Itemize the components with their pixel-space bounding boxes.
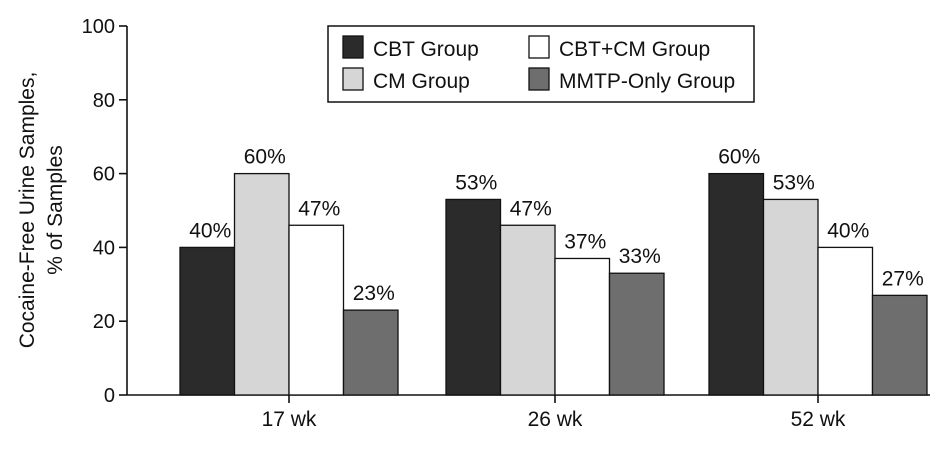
legend-swatch-cbt-group: [342, 35, 364, 59]
bar-cm-group-17-wk: [233, 172, 290, 396]
value-labels: 40% 60% 47% 23% 53% 47% 37% 33% 60% 53% 40% 27%: [189, 146, 924, 306]
y-tick-label-80: 80: [93, 90, 115, 112]
data-label-cm-group-17-wk: 60%: [244, 146, 286, 169]
data-label-cbt-cm-group-26-wk: 37%: [564, 230, 606, 253]
bar-cbt-cm-group-17-wk: [288, 224, 345, 396]
y-tick-label-20: 20: [93, 311, 115, 333]
data-label-cbt-cm-group-52-wk: 40%: [827, 219, 869, 242]
data-label-cm-group-26-wk: 47%: [510, 197, 552, 220]
data-label-cbt-group-17-wk: 40%: [189, 219, 231, 242]
legend: CBT Group CBT+CM Group CM Group MMTP-Only G…: [327, 25, 755, 103]
legend-label-cbt-cm-group: CBT+CM Group: [559, 38, 710, 61]
data-label-cbt-group-52-wk: 60%: [718, 146, 760, 169]
y-tick-label-60: 60: [93, 164, 115, 186]
bar-cm-group-26-wk: [499, 224, 556, 396]
data-label-cm-group-52-wk: 53%: [773, 171, 815, 194]
bar-mmtp-only-group-52-wk: [871, 294, 928, 396]
bar-mmtp-only-group-17-wk: [342, 309, 399, 396]
data-label-cbt-cm-group-17-wk: 47%: [298, 197, 340, 220]
y-tick-label-0: 0: [104, 385, 115, 407]
x-tick-label-26-wk: 26 wk: [528, 408, 583, 431]
legend-label-cm-group: CM Group: [373, 70, 470, 93]
bar-cbt-group-17-wk: [179, 246, 236, 396]
data-label-mmtp-only-group-17-wk: 23%: [353, 282, 395, 305]
y-axis-title-line-1: Cocaine-Free Urine Samples,: [16, 72, 39, 349]
bar-cbt-group-26-wk: [445, 198, 502, 396]
y-tick-label-40: 40: [93, 237, 115, 259]
bar-cbt-group-52-wk: [708, 172, 765, 396]
legend-label-cbt-group: CBT Group: [373, 38, 479, 61]
bar-cm-group-52-wk: [762, 198, 819, 396]
x-tick-label-52-wk: 52 wk: [791, 408, 846, 431]
y-tick-label-100: 100: [82, 16, 115, 38]
data-label-mmtp-only-group-52-wk: 27%: [882, 267, 924, 290]
axes: 0 20 40 60 80 100 17 wk 26 wk 52 wk: [82, 16, 930, 431]
legend-swatch-mmtp-only-group: [528, 67, 550, 91]
y-axis-title: Cocaine-Free Urine Samples, % of Samples: [16, 72, 67, 349]
data-label-cbt-group-26-wk: 53%: [455, 171, 497, 194]
y-axis-title-line-2: % of Samples: [44, 145, 67, 275]
legend-swatch-cbt-cm-group: [528, 35, 550, 59]
bar-cbt-cm-group-52-wk: [817, 246, 874, 396]
legend-swatch-cm-group: [342, 67, 364, 91]
x-tick-label-17-wk: 17 wk: [262, 408, 317, 431]
bar-cbt-cm-group-26-wk: [554, 257, 611, 396]
bar-mmtp-only-group-26-wk: [608, 272, 665, 396]
data-label-mmtp-only-group-26-wk: 33%: [619, 245, 661, 268]
legend-label-mmtp-only-group: MMTP-Only Group: [559, 70, 735, 93]
bars: [179, 172, 928, 396]
